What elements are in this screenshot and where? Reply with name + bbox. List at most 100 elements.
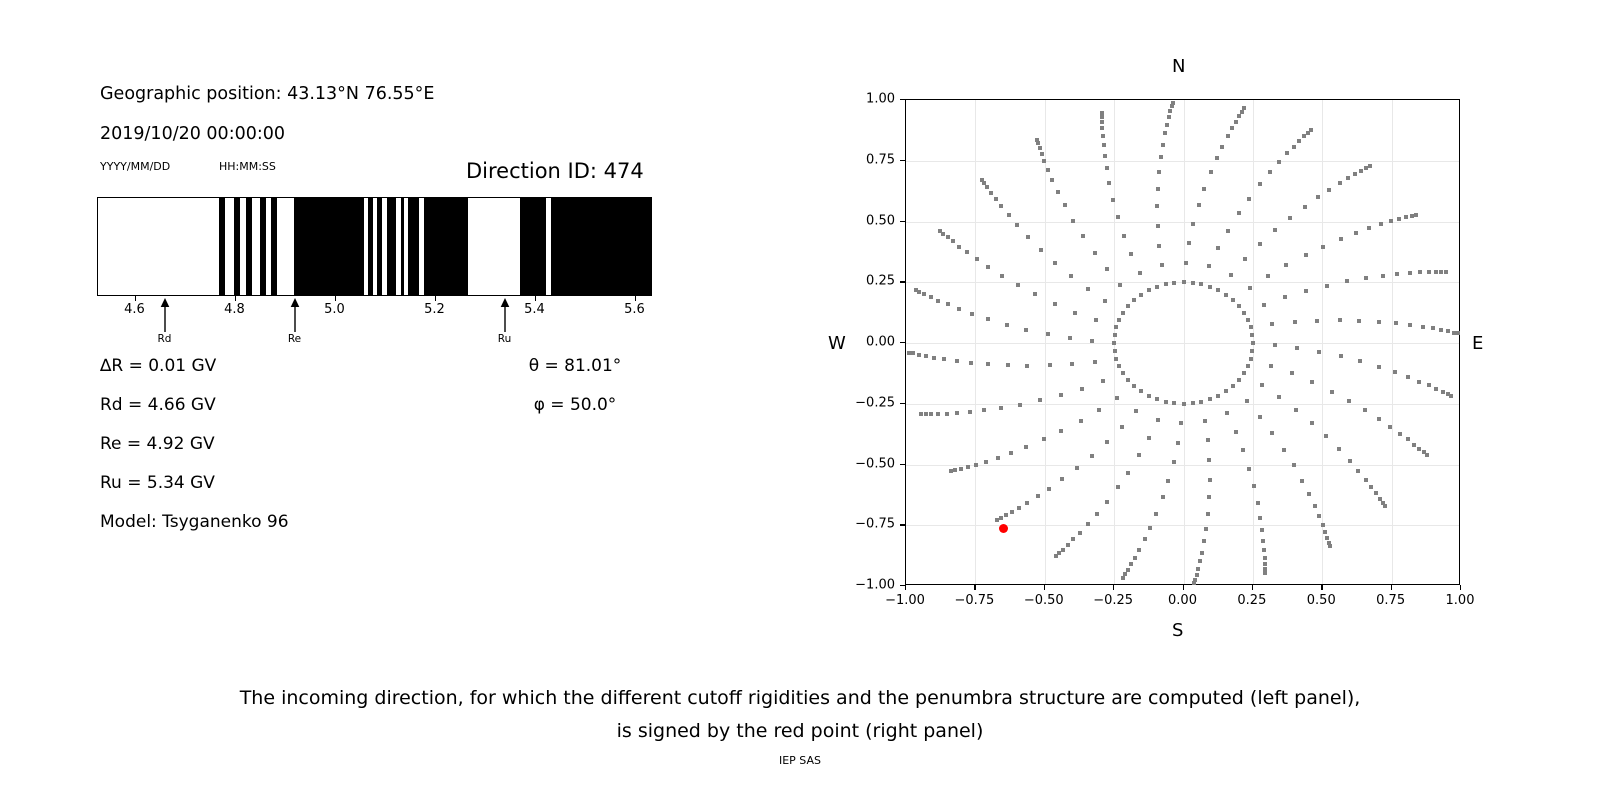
direction-point — [986, 317, 991, 322]
y-axis-tick-label: −0.50 — [855, 456, 895, 471]
gridline-vertical — [1391, 100, 1393, 584]
direction-point — [1439, 269, 1444, 274]
direction-point — [919, 412, 924, 417]
direction-point — [1257, 414, 1262, 419]
direction-point — [957, 307, 962, 312]
direction-point — [1236, 304, 1241, 309]
direction-point — [981, 181, 986, 186]
direction-point — [1328, 544, 1333, 549]
y-axis-tick — [900, 342, 905, 344]
direction-point — [1261, 302, 1266, 307]
direction-point — [1284, 263, 1289, 268]
direction-point — [1244, 399, 1249, 404]
y-axis-tick — [900, 463, 905, 465]
direction-point — [1155, 224, 1160, 229]
direction-point — [1154, 397, 1159, 402]
direction-point — [1114, 325, 1119, 330]
direction-point — [1121, 371, 1126, 376]
direction-point — [1045, 167, 1050, 172]
direction-point — [1129, 252, 1134, 257]
direction-point — [1214, 156, 1219, 161]
direction-point — [1408, 322, 1413, 327]
direction-point — [1320, 244, 1325, 249]
direction-point — [1104, 166, 1109, 171]
direction-point — [1052, 260, 1057, 265]
direction-point — [954, 359, 959, 364]
direction-point — [1202, 539, 1207, 544]
direction-point — [1439, 327, 1444, 332]
direction-point — [1102, 153, 1107, 158]
gridline-vertical — [1322, 100, 1324, 584]
direction-point — [1247, 467, 1252, 472]
direction-point — [1347, 458, 1352, 463]
direction-point — [1367, 164, 1372, 169]
direction-point — [1325, 535, 1330, 540]
x-axis-tick-label: 0.25 — [1237, 593, 1267, 608]
direction-point — [1068, 274, 1073, 279]
direction-point — [1008, 451, 1013, 456]
direction-point — [1270, 431, 1275, 436]
direction-point — [1323, 433, 1328, 438]
direction-point — [1080, 234, 1085, 239]
compass-west-label: W — [828, 333, 846, 354]
compass-east-label: E — [1472, 333, 1484, 354]
penumbra-axis-tick — [134, 296, 136, 301]
direction-point — [1024, 445, 1029, 450]
direction-point — [1378, 496, 1383, 501]
direction-point — [993, 197, 998, 202]
direction-point — [1269, 363, 1274, 368]
direction-point — [974, 257, 979, 262]
x-axis-tick — [1251, 585, 1254, 590]
direction-point — [1456, 331, 1460, 336]
y-axis-tick-label: −0.75 — [855, 516, 895, 532]
penumbra-marker-label: Rd — [157, 333, 172, 345]
direction-point — [1056, 551, 1061, 556]
x-axis-tick — [1043, 585, 1046, 590]
direction-point — [1089, 453, 1094, 458]
direction-point — [1006, 213, 1011, 218]
direction-point — [1157, 169, 1162, 174]
direction-point — [1223, 389, 1228, 394]
direction-point — [1216, 393, 1221, 398]
direction-point — [1433, 269, 1438, 274]
direction-point — [1338, 236, 1343, 241]
gridline-vertical — [1183, 100, 1185, 584]
direction-point — [1015, 223, 1020, 228]
direction-point — [1207, 477, 1212, 482]
direction-point — [1241, 310, 1246, 315]
direction-point — [1225, 134, 1230, 139]
direction-point — [1186, 241, 1191, 246]
direction-point — [1205, 512, 1210, 517]
gridline-vertical — [1044, 100, 1046, 584]
direction-point — [1136, 453, 1141, 458]
direction-point — [1126, 304, 1131, 309]
direction-point — [1392, 370, 1397, 375]
direction-point — [1216, 246, 1221, 251]
direction-point — [1078, 418, 1083, 423]
direction-point — [1017, 505, 1022, 510]
direction-point — [1166, 115, 1171, 120]
param-model: Model: Tsyganenko 96 — [100, 512, 289, 532]
penumbra-axis-tick-label: 5.2 — [424, 302, 445, 317]
direction-point — [1071, 218, 1076, 223]
direction-point — [1160, 142, 1165, 147]
x-axis-tick — [1390, 585, 1392, 590]
direction-point — [1426, 383, 1431, 388]
direction-point — [1172, 280, 1177, 285]
direction-point — [1409, 213, 1414, 218]
direction-point — [1137, 547, 1142, 552]
direction-point — [1194, 572, 1199, 577]
direction-point — [1025, 363, 1030, 368]
direction-point — [1329, 389, 1334, 394]
y-axis-tick — [900, 220, 905, 222]
direction-point — [1443, 269, 1448, 274]
direction-point — [1262, 547, 1267, 552]
penumbra-marker-ru: Ru — [485, 298, 525, 345]
direction-point — [945, 302, 950, 307]
direction-point — [1005, 322, 1010, 327]
direction-point — [1157, 243, 1162, 248]
direction-point — [979, 177, 984, 182]
direction-point — [1050, 178, 1055, 183]
direction-point — [955, 410, 960, 415]
direction-point — [936, 412, 941, 416]
